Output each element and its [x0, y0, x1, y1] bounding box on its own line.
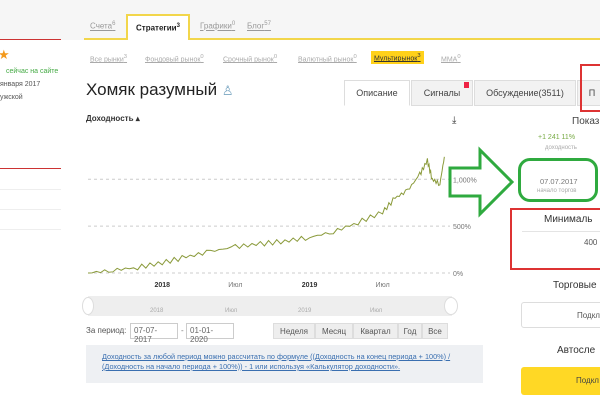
min-label: Минималь [544, 214, 593, 225]
dash: - [181, 326, 184, 335]
market-multi[interactable]: Мультирынок3 [371, 51, 424, 65]
new-badge-icon [464, 82, 469, 88]
market-stock[interactable]: Фондовый рынок0 [145, 54, 204, 64]
market-futures[interactable]: Срочный рынок0 [223, 54, 278, 64]
navigator-handle-right[interactable] [444, 297, 458, 315]
sidebar-divider [0, 229, 61, 230]
market-mma[interactable]: MMA0 [441, 54, 461, 64]
arrow-annotation [448, 146, 515, 218]
highlight-box [580, 64, 600, 112]
min-value: 400 [584, 238, 598, 247]
chart-title[interactable]: Доходность ▴ [86, 114, 140, 123]
sidebar-divider [0, 168, 61, 169]
tab-accounts[interactable]: Счета6 [90, 21, 116, 31]
highlight-oval [518, 158, 598, 202]
nav-label: 2019 [298, 308, 312, 314]
x-tick-label: 2018 [154, 282, 170, 289]
year-button[interactable]: Год [398, 323, 422, 339]
registered-date: января 2017 [0, 81, 41, 88]
nav-label: Июл [370, 308, 383, 314]
star-icon: ★ [0, 47, 10, 62]
tab-blog[interactable]: Блог57 [247, 21, 271, 31]
x-tick-label: Июл [375, 282, 389, 289]
start-date: 07.07.2017 [540, 177, 578, 186]
top-bar [0, 0, 600, 40]
online-status: сейчас на сайте [6, 68, 59, 75]
nav-label: 2018 [150, 308, 164, 314]
robot-icon: ♙ [221, 83, 234, 98]
yield-value: +1 241 11% [538, 134, 576, 141]
tab-strategies[interactable]: Стратегии3 [126, 14, 190, 40]
period-label: За период: [86, 326, 127, 335]
sidebar-divider [0, 209, 61, 210]
connect-button[interactable]: Подкл [521, 302, 600, 328]
nav-label: Июл [225, 308, 238, 314]
profile-tabs: Счета6 Стратегии3 Графики0 Блог57 [84, 14, 600, 40]
y-tick-label: 0% [453, 271, 463, 278]
y-tick-label: 500% [453, 224, 471, 231]
page-title: Хомяк разумный ♙ [86, 80, 234, 99]
tab-more[interactable]: П [577, 80, 600, 106]
tab-discussion[interactable]: Обсуждение(3511) [474, 80, 576, 106]
date-to-input[interactable]: 01-01-2020 [186, 323, 234, 344]
date-from-input[interactable]: 07-07-2017 [130, 323, 178, 344]
gender: ужской [0, 94, 23, 101]
quarter-button[interactable]: Квартал [353, 323, 398, 339]
market-currency[interactable]: Валютный рынок0 [298, 54, 357, 64]
x-tick-label: Июл [228, 282, 242, 289]
month-button[interactable]: Месяц [315, 323, 353, 339]
sidebar-divider [0, 189, 61, 190]
start-label: начало торгов [537, 188, 577, 194]
min-box: Минималь 400 [510, 208, 600, 270]
market-all[interactable]: Все рынки3 [90, 54, 128, 64]
download-icon[interactable]: ⤓ [452, 115, 457, 126]
indicators-header: Показ [572, 116, 600, 127]
sidebar-divider [0, 39, 61, 40]
connect-autofollow-button[interactable]: Подкл [521, 367, 600, 395]
formula-link[interactable]: Доходность за любой период можно рассчит… [102, 352, 451, 371]
y-tick-label: 1,000% [453, 177, 477, 184]
tab-signals[interactable]: Сигналы [411, 80, 473, 106]
formula-note: Доходность за любой период можно рассчит… [86, 345, 483, 383]
autofollow-label: Автосле [557, 345, 596, 356]
yield-chart: 0% 500% 1,000% 2018 Июл 2019 Июл [87, 156, 477, 289]
navigator-handle-left[interactable] [82, 297, 94, 315]
navigator[interactable] [88, 296, 452, 316]
trading-label: Торговые [553, 280, 597, 291]
all-button[interactable]: Все [422, 323, 448, 339]
x-tick-label: 2019 [302, 282, 318, 289]
week-button[interactable]: Неделя [273, 323, 315, 339]
tab-description[interactable]: Описание [344, 80, 410, 106]
yield-label: доходность [545, 145, 577, 151]
tab-charts[interactable]: Графики0 [200, 21, 236, 31]
yield-line [87, 156, 445, 274]
